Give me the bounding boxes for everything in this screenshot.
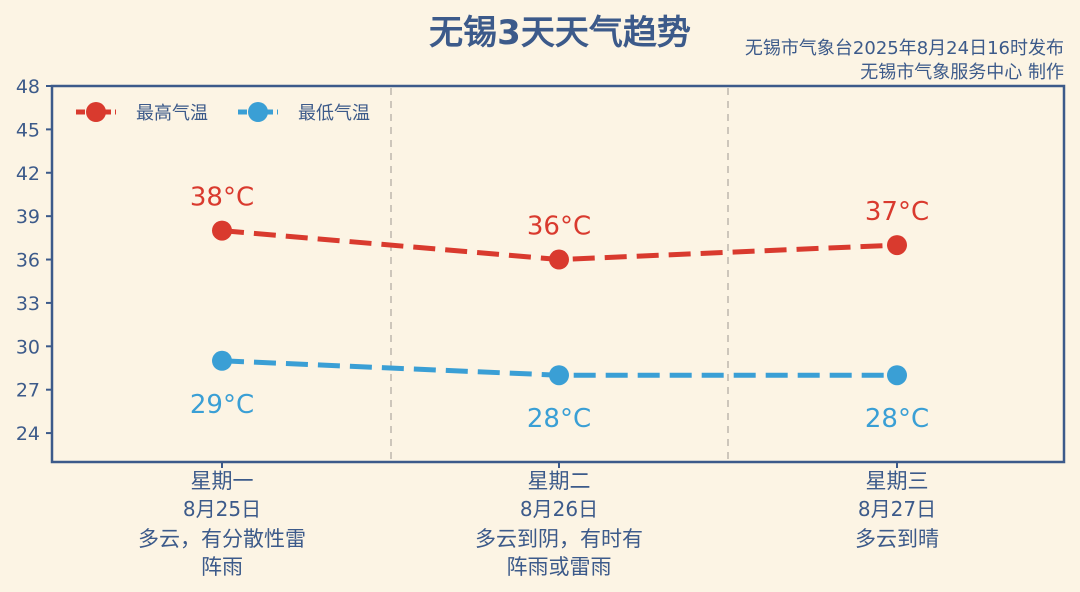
x-label-day-3: 星期三 bbox=[866, 469, 929, 493]
data-point-2-3 bbox=[887, 365, 907, 386]
series-lines: 38°C 36°C 37°C 29°C 28°C 28°C bbox=[190, 183, 929, 435]
data-label-1-2: 36°C bbox=[527, 212, 591, 242]
x-label-day-2: 星期二 bbox=[528, 469, 591, 493]
y-tick-label-33: 33 bbox=[16, 293, 40, 315]
legend-marker-1 bbox=[86, 102, 106, 122]
data-point-2-2 bbox=[549, 365, 569, 386]
y-tick-label-30: 30 bbox=[16, 336, 40, 358]
x-label-desc-1-2: 阵雨 bbox=[201, 555, 243, 579]
data-label-2-2: 28°C bbox=[527, 404, 591, 434]
y-tick-label-36: 36 bbox=[16, 250, 40, 272]
x-label-desc-3-1: 多云到晴 bbox=[855, 527, 939, 551]
x-label-date-1: 8月25日 bbox=[183, 497, 261, 521]
source-line-1: 无锡市气象台2025年8月24日16时发布 bbox=[745, 38, 1064, 59]
data-label-1-3: 37°C bbox=[865, 197, 929, 227]
data-point-1-3 bbox=[887, 235, 907, 256]
y-tick-label-42: 42 bbox=[16, 163, 40, 185]
data-label-1-1: 38°C bbox=[190, 183, 254, 213]
data-point-1-1 bbox=[212, 220, 232, 241]
legend: 最高气温 最低气温 bbox=[76, 102, 370, 124]
x-label-desc-2-2: 阵雨或雷雨 bbox=[507, 555, 612, 579]
data-point-1-2 bbox=[549, 249, 569, 270]
y-tick-label-24: 24 bbox=[16, 423, 40, 445]
source-line-2: 无锡市气象服务中心 制作 bbox=[860, 62, 1064, 83]
x-label-date-3: 8月27日 bbox=[858, 497, 936, 521]
data-label-2-3: 28°C bbox=[865, 404, 929, 434]
data-point-2-1 bbox=[212, 350, 232, 371]
x-label-desc-2-1: 多云到阴，有时有 bbox=[475, 527, 643, 551]
y-tick-label-48: 48 bbox=[16, 76, 40, 98]
chart-title: 无锡3天天气趋势 bbox=[429, 13, 691, 53]
y-tick-label-45: 45 bbox=[16, 119, 40, 141]
y-tick-label-39: 39 bbox=[16, 206, 40, 228]
x-label-day-1: 星期一 bbox=[191, 469, 254, 493]
legend-marker-2 bbox=[248, 102, 268, 122]
x-label-desc-1-1: 多云，有分散性雷 bbox=[138, 527, 306, 551]
legend-label-2: 最低气温 bbox=[298, 103, 370, 124]
y-tick-label-27: 27 bbox=[16, 380, 40, 402]
x-label-date-2: 8月26日 bbox=[520, 497, 598, 521]
data-label-2-1: 29°C bbox=[190, 390, 254, 420]
day-separators bbox=[390, 88, 729, 460]
legend-label-1: 最高气温 bbox=[136, 103, 208, 124]
y-axis: 24 27 30 33 36 39 42 45 48 bbox=[16, 76, 52, 445]
